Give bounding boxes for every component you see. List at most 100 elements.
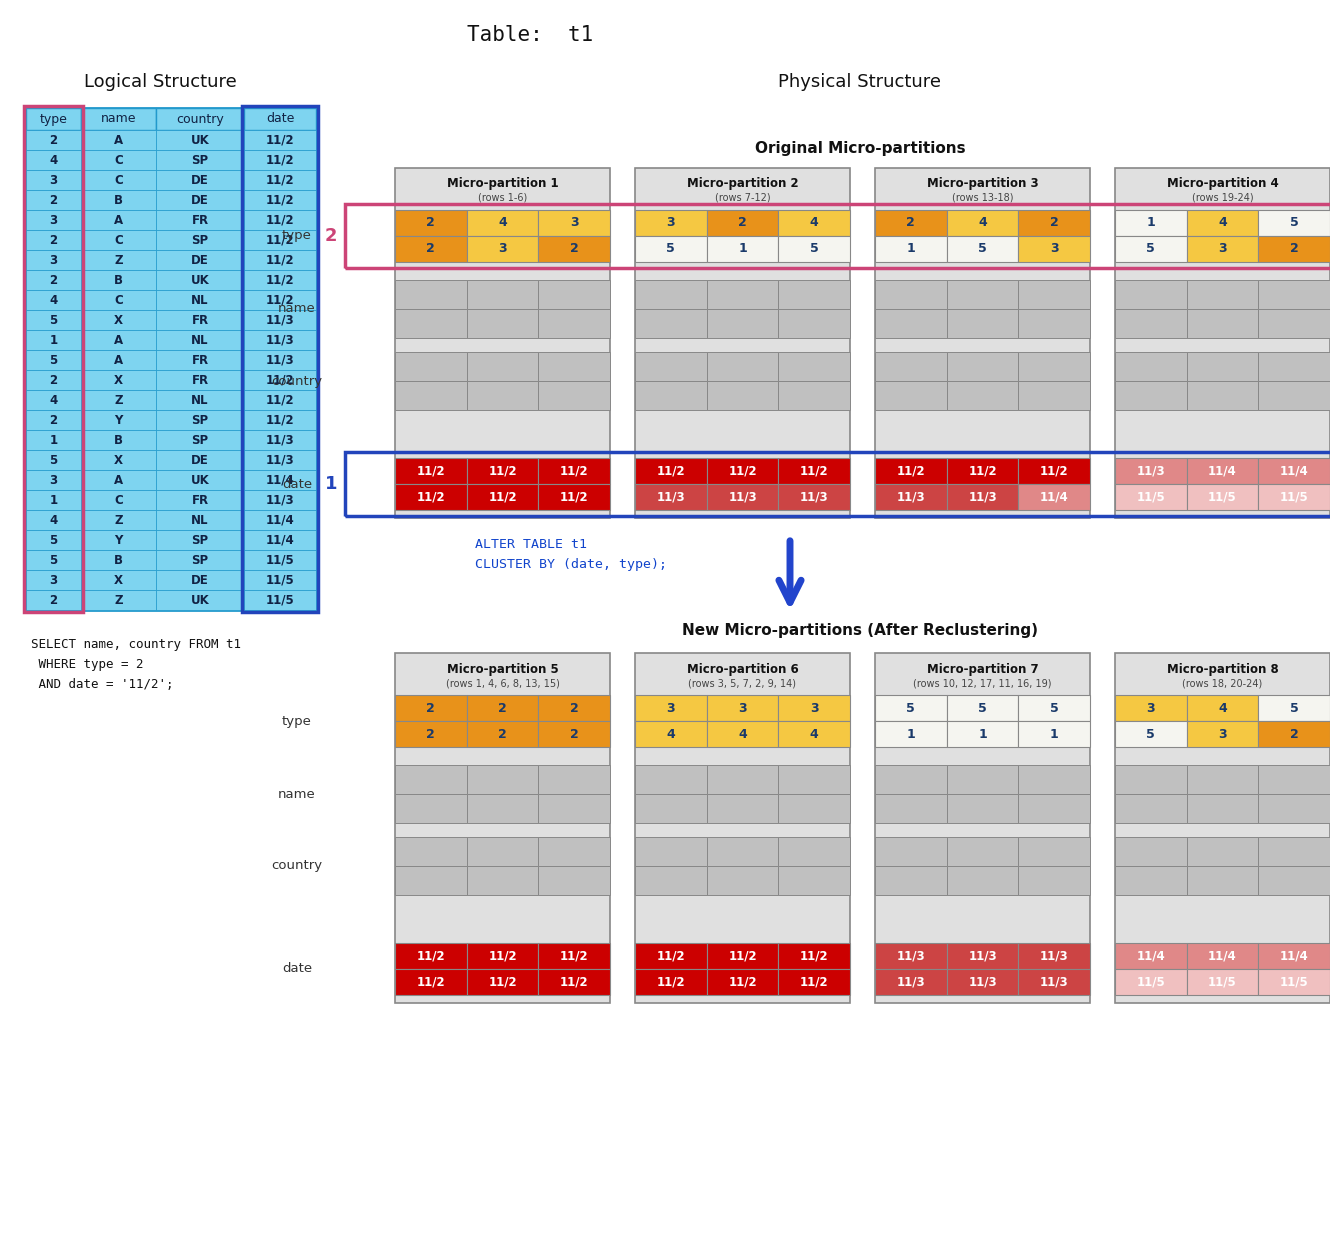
Text: 3: 3 bbox=[49, 253, 57, 267]
Text: 11/5: 11/5 bbox=[1279, 976, 1309, 988]
Bar bbox=[634, 236, 706, 262]
Bar bbox=[156, 310, 243, 330]
Text: 11/2: 11/2 bbox=[896, 464, 926, 478]
Text: UK: UK bbox=[190, 273, 209, 286]
Bar bbox=[156, 171, 243, 191]
Text: DE: DE bbox=[192, 573, 209, 587]
Bar bbox=[875, 836, 947, 867]
Text: Z: Z bbox=[114, 593, 122, 607]
Bar bbox=[947, 695, 1019, 721]
Text: FR: FR bbox=[192, 354, 209, 366]
Text: 11/2: 11/2 bbox=[266, 153, 294, 167]
Text: 4: 4 bbox=[810, 727, 818, 741]
Text: name: name bbox=[278, 788, 317, 800]
Text: FR: FR bbox=[192, 494, 209, 507]
Text: 11/5: 11/5 bbox=[1208, 490, 1237, 504]
Bar bbox=[467, 721, 539, 747]
Text: 11/3: 11/3 bbox=[799, 490, 829, 504]
Text: (rows 18, 20-24): (rows 18, 20-24) bbox=[1182, 678, 1262, 688]
Bar bbox=[243, 290, 317, 310]
Bar bbox=[539, 794, 610, 823]
Bar bbox=[243, 330, 317, 350]
Bar bbox=[947, 236, 1019, 262]
Bar bbox=[778, 484, 850, 510]
Text: 11/2: 11/2 bbox=[266, 193, 294, 207]
Text: 4: 4 bbox=[666, 727, 676, 741]
Text: 1: 1 bbox=[1049, 727, 1059, 741]
Text: name: name bbox=[101, 113, 136, 125]
Bar bbox=[243, 450, 317, 470]
Text: 11/2: 11/2 bbox=[416, 976, 446, 988]
Bar bbox=[1258, 381, 1330, 410]
Text: 11/3: 11/3 bbox=[968, 976, 996, 988]
Bar bbox=[156, 130, 243, 150]
Bar bbox=[947, 381, 1019, 410]
Text: 11/2: 11/2 bbox=[266, 233, 294, 247]
Bar bbox=[467, 381, 539, 410]
Bar bbox=[243, 250, 317, 270]
Text: DE: DE bbox=[192, 193, 209, 207]
Text: 11/3: 11/3 bbox=[266, 334, 294, 346]
Text: C: C bbox=[114, 293, 122, 306]
Bar bbox=[27, 551, 81, 571]
Text: 11/2: 11/2 bbox=[799, 464, 829, 478]
Bar bbox=[875, 653, 1091, 1003]
Bar bbox=[706, 280, 778, 308]
Bar bbox=[395, 209, 467, 236]
Text: 11/2: 11/2 bbox=[488, 464, 517, 478]
Bar bbox=[875, 236, 947, 262]
Bar bbox=[1019, 794, 1091, 823]
Bar bbox=[27, 108, 317, 609]
Bar bbox=[156, 370, 243, 390]
Text: DE: DE bbox=[192, 454, 209, 466]
Bar bbox=[875, 721, 947, 747]
Bar bbox=[467, 280, 539, 308]
Bar bbox=[27, 390, 81, 410]
Text: 11/2: 11/2 bbox=[729, 949, 757, 963]
Text: FR: FR bbox=[192, 314, 209, 326]
Text: B: B bbox=[114, 273, 122, 286]
Text: 2: 2 bbox=[49, 593, 57, 607]
Text: (rows 19-24): (rows 19-24) bbox=[1192, 193, 1253, 203]
Bar bbox=[778, 867, 850, 895]
Bar bbox=[539, 484, 610, 510]
Bar bbox=[81, 310, 156, 330]
Text: 2: 2 bbox=[569, 242, 579, 256]
Text: 11/2: 11/2 bbox=[968, 464, 996, 478]
Bar bbox=[27, 430, 81, 450]
Text: SP: SP bbox=[192, 553, 209, 567]
Bar bbox=[634, 867, 706, 895]
Bar bbox=[539, 280, 610, 308]
Bar bbox=[27, 370, 81, 390]
Text: A: A bbox=[114, 474, 124, 487]
Text: 11/3: 11/3 bbox=[266, 454, 294, 466]
Bar bbox=[27, 530, 81, 551]
Bar bbox=[467, 236, 539, 262]
Bar bbox=[243, 410, 317, 430]
Bar bbox=[243, 130, 317, 150]
Text: 11/2: 11/2 bbox=[266, 173, 294, 187]
Bar bbox=[243, 150, 317, 171]
Text: 11/4: 11/4 bbox=[1279, 464, 1309, 478]
Text: 11/5: 11/5 bbox=[266, 573, 294, 587]
Text: 2: 2 bbox=[499, 727, 507, 741]
Text: 11/2: 11/2 bbox=[729, 464, 757, 478]
Bar bbox=[1115, 695, 1186, 721]
Text: 11/2: 11/2 bbox=[266, 374, 294, 386]
Text: 4: 4 bbox=[49, 394, 57, 406]
Text: 4: 4 bbox=[49, 293, 57, 306]
Bar bbox=[27, 250, 81, 270]
Text: DE: DE bbox=[192, 173, 209, 187]
Text: SP: SP bbox=[192, 414, 209, 426]
Text: Table:  t1: Table: t1 bbox=[467, 25, 593, 45]
Text: C: C bbox=[114, 233, 122, 247]
Bar bbox=[947, 867, 1019, 895]
Bar bbox=[1115, 280, 1186, 308]
Bar bbox=[467, 836, 539, 867]
Text: (rows 13-18): (rows 13-18) bbox=[952, 193, 1013, 203]
Bar bbox=[875, 969, 947, 994]
Bar bbox=[81, 470, 156, 490]
Bar bbox=[1115, 969, 1186, 994]
Bar bbox=[27, 470, 81, 490]
Bar bbox=[1186, 352, 1258, 381]
